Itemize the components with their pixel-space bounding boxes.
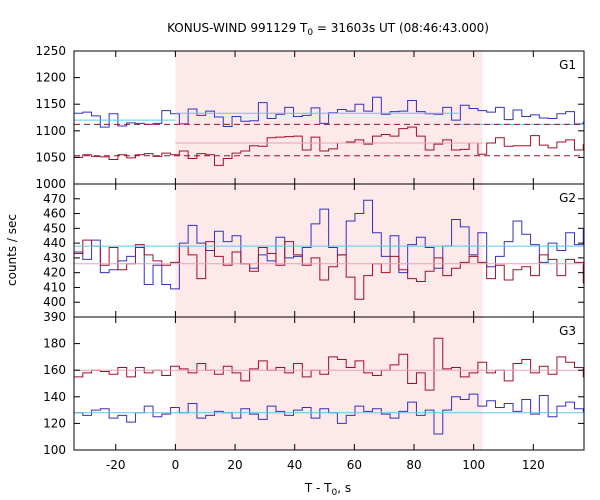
y-tick-label: 450 <box>43 221 66 235</box>
series-blue-steps <box>74 393 584 435</box>
y-tick-label: 100 <box>43 443 66 457</box>
chart-title-suffix: = 31603s UT (08:46:43.000) <box>313 21 489 35</box>
series-red-steps <box>74 126 584 166</box>
y-tick-label: 470 <box>43 192 66 206</box>
y-tick-label: 120 <box>43 416 66 430</box>
series-red-steps <box>74 337 584 391</box>
y-tick-label: 140 <box>43 390 66 404</box>
panel-label-g1: G1 <box>559 58 576 72</box>
plot-area <box>74 96 584 166</box>
series-blue-steps <box>74 199 584 290</box>
panel-frame <box>73 316 585 451</box>
y-tick-label: 400 <box>43 295 66 309</box>
y-tick-label: 160 <box>43 363 66 377</box>
y-tick-label: 440 <box>43 236 66 250</box>
x-tick-label: 60 <box>347 458 362 472</box>
y-tick-label: 1200 <box>35 71 66 85</box>
panels-group: 100010501100115012001250G139040041042043… <box>35 44 585 472</box>
x-axis-title: T - T0, s <box>304 481 351 498</box>
highlight-band <box>175 184 483 317</box>
x-axis-title-subscript: 0 <box>332 488 338 498</box>
chart-title-subscript: 0 <box>307 28 313 38</box>
y-tick-label: 420 <box>43 266 66 280</box>
panel-label-g3: G3 <box>559 324 576 338</box>
y-tick-label: 1150 <box>35 97 66 111</box>
x-tick-label: 20 <box>227 458 242 472</box>
x-tick-label: 100 <box>462 458 485 472</box>
x-axis-title-prefix: T - T <box>304 481 332 495</box>
y-tick-label: 390 <box>43 310 66 324</box>
plot-area <box>74 199 584 300</box>
x-tick-label: 0 <box>172 458 180 472</box>
series-blue-steps <box>74 96 584 128</box>
y-tick-label: 430 <box>43 251 66 265</box>
panel-g3: 100 120 140 160 180 G3 <box>43 316 585 457</box>
x-tick-label: -20 <box>106 458 126 472</box>
panel-g1: 1000 1050 1100 1150 1200 1250 G1 <box>35 44 585 191</box>
y-tick-label: 1100 <box>35 124 66 138</box>
x-tick-label: 80 <box>406 458 421 472</box>
y-tick-label: 460 <box>43 207 66 221</box>
y-axis-title: counts / sec <box>5 214 19 286</box>
chart-title-prefix: KONUS-WIND 991129 T <box>167 21 308 35</box>
x-tick-label: 120 <box>522 458 545 472</box>
x-axis-title-suffix: , s <box>337 481 351 495</box>
y-tick-label: 1000 <box>35 177 66 191</box>
chart-title: KONUS-WIND 991129 T0 = 31603s UT (08:46:… <box>167 21 489 38</box>
y-tick-label: 1050 <box>35 150 66 164</box>
y-tick-label: 410 <box>43 280 66 294</box>
x-tick-label: 40 <box>287 458 302 472</box>
plot-area <box>74 337 584 435</box>
series-red-steps <box>74 239 584 300</box>
y-tick-label: 180 <box>43 337 66 351</box>
y-tick-label: 1250 <box>35 44 66 58</box>
panel-label-g2: G2 <box>559 191 576 205</box>
highlight-band <box>175 317 483 450</box>
